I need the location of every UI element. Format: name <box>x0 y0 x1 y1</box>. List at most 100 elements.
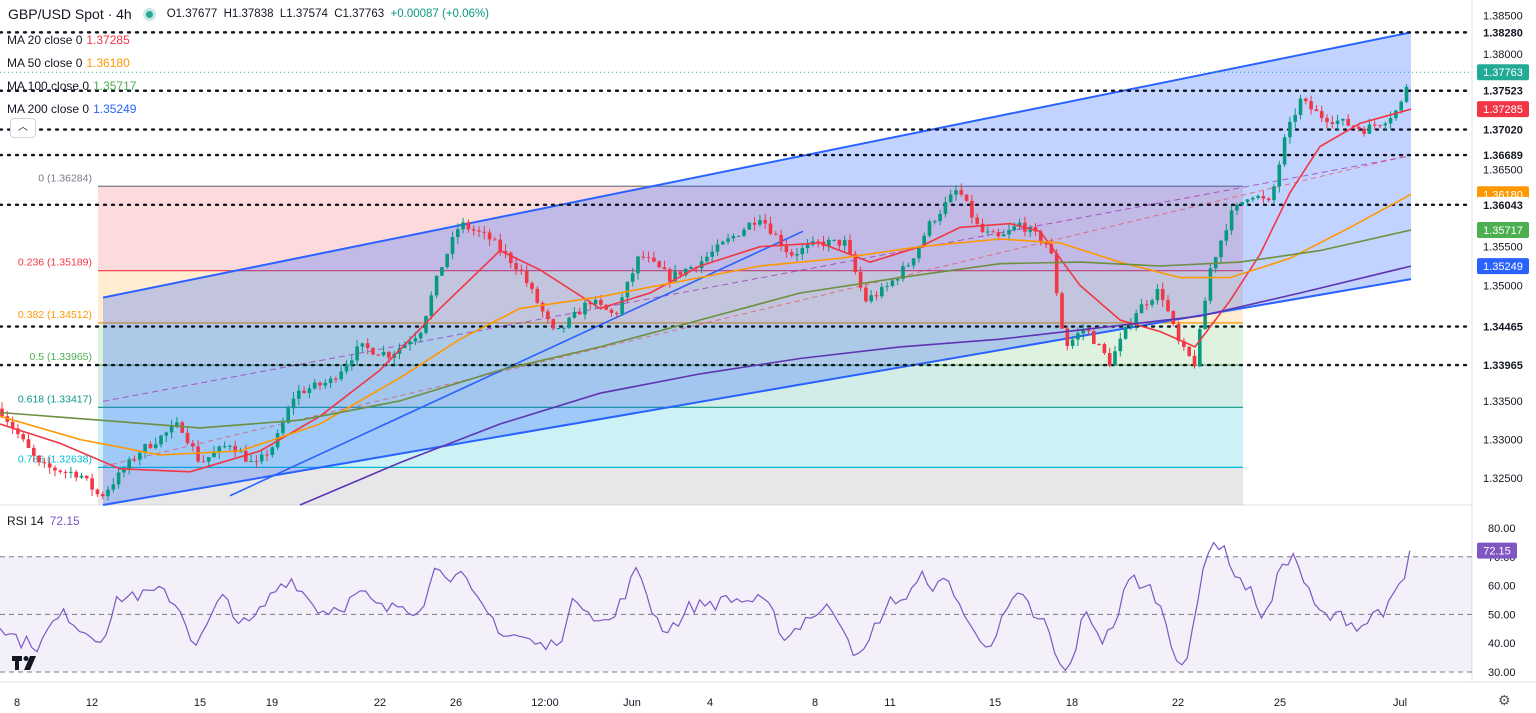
ma-legend: MA 20 close 0 1.37285 MA 50 close 0 1.3618… <box>7 29 136 121</box>
candle-body <box>365 343 370 348</box>
candle-body <box>540 302 545 312</box>
candle-body <box>1319 111 1324 119</box>
candle-body <box>477 230 481 232</box>
candle-body <box>1309 101 1313 110</box>
collapse-legend-button[interactable]: ︿ <box>10 118 36 138</box>
candle-body <box>445 253 449 268</box>
candle-body <box>69 471 73 473</box>
fib-level-label: 0 (1.36284) <box>38 172 92 184</box>
symbol-title[interactable]: GBP/USD Spot · 4h <box>8 6 132 22</box>
ma-200-line <box>299 265 1412 506</box>
time-tick-label: 18 <box>1066 697 1078 709</box>
candle-body <box>408 341 412 345</box>
ma-100-legend[interactable]: MA 100 close 0 1.35717 <box>7 79 137 93</box>
price-badge-bg <box>1477 221 1529 238</box>
price-badge-label: 1.33965 <box>1483 360 1523 372</box>
candle-body <box>964 194 969 201</box>
candle-body <box>180 422 184 433</box>
ma-20-legend[interactable]: MA 20 close 0 1.37285 <box>7 33 130 47</box>
candle-body <box>1341 118 1345 121</box>
candle-body <box>132 459 137 461</box>
tradingview-logo-icon[interactable] <box>10 652 40 674</box>
candle-body <box>143 444 147 453</box>
time-tick-label: 15 <box>989 697 1001 709</box>
candle-body <box>456 229 460 238</box>
candle-body <box>127 459 131 470</box>
candle-body <box>1404 86 1409 102</box>
price-level-badge: 1.33965 <box>1477 357 1529 374</box>
candle-body <box>217 446 222 453</box>
candle-body <box>1001 234 1006 237</box>
candle-body <box>954 190 958 195</box>
candle-body <box>1272 186 1276 201</box>
candle-body <box>85 475 89 479</box>
candle-body <box>228 445 232 447</box>
candle-body <box>842 239 847 246</box>
candle-body <box>111 484 116 490</box>
candle-body <box>403 344 407 349</box>
rsi-tick-label: 80.00 <box>1488 523 1516 535</box>
candle-body <box>577 312 582 315</box>
candle-body <box>752 222 757 225</box>
candle-body <box>424 316 428 333</box>
price-badge-label: 1.36043 <box>1483 200 1523 212</box>
candle-body <box>922 235 926 247</box>
candle-body <box>95 489 100 495</box>
time-tick-label: 8 <box>14 697 20 709</box>
candle-body <box>736 235 741 237</box>
candle-body <box>874 295 879 297</box>
candle-body <box>805 244 810 249</box>
rsi-tick-label: 60.00 <box>1488 581 1516 593</box>
candle-body <box>1351 125 1356 127</box>
candle-body <box>1325 118 1329 123</box>
rsi-legend[interactable]: RSI 14 72.15 <box>7 514 80 528</box>
candle-body <box>429 295 434 317</box>
gear-icon[interactable]: ⚙ <box>1498 692 1511 708</box>
candle-body <box>1060 293 1064 329</box>
candle-body <box>1208 268 1213 301</box>
price-tick-label: 1.36500 <box>1483 165 1523 177</box>
ma-50-legend[interactable]: MA 50 close 0 1.36180 <box>7 56 130 70</box>
close-value: C1.37763 <box>334 8 385 20</box>
candle-body <box>360 343 365 347</box>
candle-body <box>668 269 672 282</box>
price-badge-label: 1.38280 <box>1483 27 1523 39</box>
fib-zone <box>98 365 1243 408</box>
price-level-badge: 1.37523 <box>1477 82 1529 99</box>
candle-body <box>758 220 762 225</box>
candle-body <box>662 267 667 270</box>
candle-body <box>1039 231 1043 243</box>
candle-body <box>1282 137 1287 165</box>
fib-level-label: 0.236 (1.35189) <box>18 257 92 269</box>
time-tick-label: 26 <box>450 697 462 709</box>
candle-body <box>122 469 126 473</box>
candle-body <box>32 447 36 456</box>
time-tick-label: 12 <box>86 697 98 709</box>
price-badge-bg <box>1477 318 1529 335</box>
fib-zone <box>98 322 1243 366</box>
candle-body <box>911 258 916 266</box>
rsi-badge-label: 72.15 <box>1483 546 1511 558</box>
high-value: H1.37838 <box>223 8 274 20</box>
candle-body <box>1134 313 1138 325</box>
candle-body <box>471 229 476 231</box>
candle-body <box>731 235 736 239</box>
candle-body <box>1330 122 1335 124</box>
candle-body <box>100 494 105 497</box>
candle-body <box>376 354 381 356</box>
candle-body <box>572 312 577 318</box>
candle-body <box>837 239 842 246</box>
ma-50-line <box>0 193 1412 456</box>
candle-body <box>339 371 343 380</box>
price-badge-bg <box>1477 196 1529 213</box>
time-axis: 8 12 15 19 22 26 12:00 Jun 4 8 11 15 18 22 25 Jul <box>14 697 1407 709</box>
rsi-tick-label: 50.00 <box>1488 609 1516 621</box>
candle-body <box>1261 196 1266 199</box>
rsi-line <box>0 541 1411 672</box>
candle-body <box>498 239 502 251</box>
ma-200-legend[interactable]: MA 200 close 0 1.35249 <box>7 102 137 116</box>
candle-body <box>784 246 789 253</box>
candle-body <box>1388 118 1393 124</box>
candle-body <box>418 332 423 339</box>
